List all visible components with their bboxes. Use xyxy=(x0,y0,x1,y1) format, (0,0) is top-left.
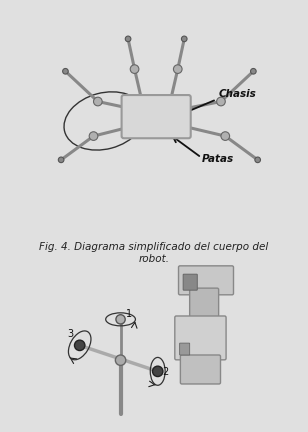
Circle shape xyxy=(116,355,126,365)
Circle shape xyxy=(181,36,187,42)
FancyBboxPatch shape xyxy=(183,274,197,290)
Circle shape xyxy=(116,314,125,324)
FancyBboxPatch shape xyxy=(180,355,221,384)
Circle shape xyxy=(63,68,68,74)
Text: Chasis: Chasis xyxy=(219,89,257,99)
Circle shape xyxy=(58,157,64,163)
FancyBboxPatch shape xyxy=(179,266,233,295)
Circle shape xyxy=(94,97,102,106)
Circle shape xyxy=(89,132,98,140)
Circle shape xyxy=(173,65,182,73)
Circle shape xyxy=(130,65,139,73)
Circle shape xyxy=(125,36,131,42)
Circle shape xyxy=(221,132,229,140)
Circle shape xyxy=(250,68,256,74)
FancyBboxPatch shape xyxy=(122,95,191,138)
FancyBboxPatch shape xyxy=(190,288,219,323)
Circle shape xyxy=(75,340,85,350)
Circle shape xyxy=(217,97,225,106)
Circle shape xyxy=(152,366,163,377)
FancyBboxPatch shape xyxy=(180,343,190,355)
FancyBboxPatch shape xyxy=(175,316,226,360)
Text: Patas: Patas xyxy=(201,154,234,164)
Circle shape xyxy=(255,157,261,163)
Text: 2: 2 xyxy=(162,367,168,377)
Text: 3: 3 xyxy=(68,329,74,339)
Text: 1: 1 xyxy=(126,308,132,318)
Text: Fig. 4. Diagrama simplificado del cuerpo del
robot.: Fig. 4. Diagrama simplificado del cuerpo… xyxy=(39,242,269,264)
